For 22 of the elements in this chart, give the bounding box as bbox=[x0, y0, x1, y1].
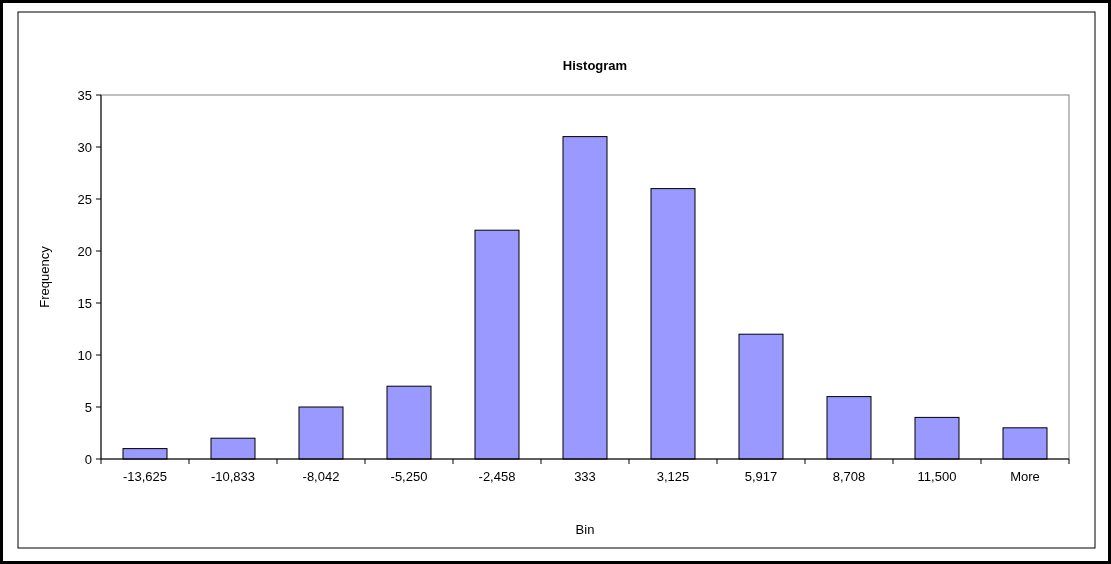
chart-title: Histogram bbox=[562, 58, 628, 73]
y-tick-label: 30 bbox=[77, 139, 92, 155]
x-tick-label: -5,250 bbox=[390, 469, 428, 484]
y-tick-label: 25 bbox=[77, 191, 92, 207]
x-tick-label: -8,042 bbox=[302, 469, 340, 484]
x-tick-label: -2,458 bbox=[478, 469, 516, 484]
y-tick-label: 0 bbox=[84, 451, 92, 467]
y-tick-label: 5 bbox=[84, 399, 92, 415]
y-axis-title: Frequency bbox=[37, 245, 52, 308]
y-tick-label: 10 bbox=[77, 347, 92, 363]
x-tick-label: 3,125 bbox=[656, 469, 690, 484]
x-tick-label: -10,833 bbox=[210, 469, 256, 484]
x-tick-label: 8,708 bbox=[832, 469, 866, 484]
x-tick-label: 333 bbox=[574, 469, 596, 484]
x-axis-title: Bin bbox=[575, 522, 595, 537]
x-tick-label: More bbox=[1010, 469, 1040, 484]
x-tick-label: 5,917 bbox=[744, 469, 778, 484]
x-tick-label: -13,625 bbox=[122, 469, 168, 484]
x-tick-label: 11,500 bbox=[917, 469, 957, 484]
y-tick-label: 35 bbox=[77, 87, 92, 103]
y-tick-label: 20 bbox=[77, 243, 92, 259]
y-tick-label: 15 bbox=[77, 295, 92, 311]
